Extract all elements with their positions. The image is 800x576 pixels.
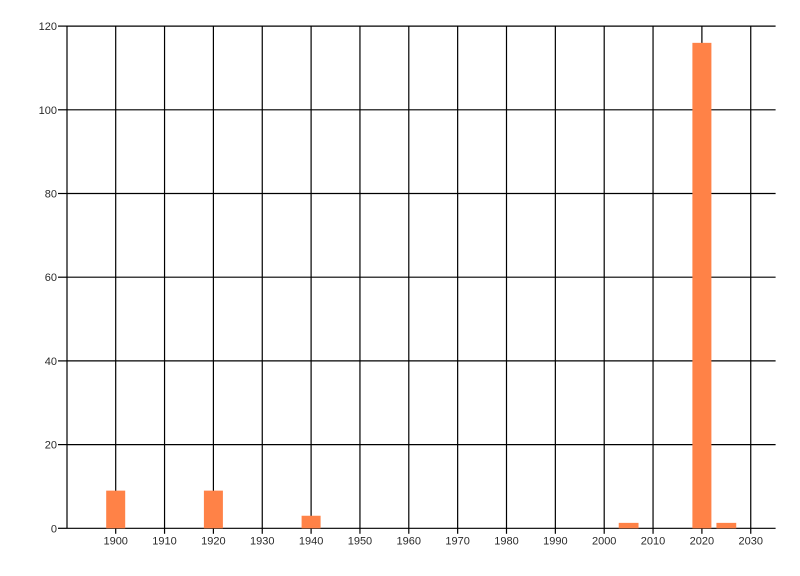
- svg-text:1970: 1970: [445, 535, 469, 547]
- svg-text:60: 60: [45, 272, 57, 284]
- svg-text:120: 120: [39, 21, 57, 33]
- svg-text:2030: 2030: [739, 535, 763, 547]
- svg-text:1980: 1980: [494, 535, 518, 547]
- svg-text:2020: 2020: [690, 535, 714, 547]
- svg-text:100: 100: [39, 105, 57, 117]
- svg-text:80: 80: [45, 189, 57, 201]
- svg-text:1940: 1940: [299, 535, 323, 547]
- svg-text:1900: 1900: [103, 535, 127, 547]
- svg-text:1930: 1930: [250, 535, 274, 547]
- svg-text:1960: 1960: [397, 535, 421, 547]
- svg-text:0: 0: [51, 523, 57, 535]
- svg-text:20: 20: [45, 440, 57, 452]
- svg-text:2010: 2010: [641, 535, 665, 547]
- svg-text:1990: 1990: [543, 535, 567, 547]
- svg-text:2000: 2000: [592, 535, 616, 547]
- svg-text:1910: 1910: [152, 535, 176, 547]
- svg-text:40: 40: [45, 356, 57, 368]
- svg-text:1920: 1920: [201, 535, 225, 547]
- svg-text:1950: 1950: [348, 535, 372, 547]
